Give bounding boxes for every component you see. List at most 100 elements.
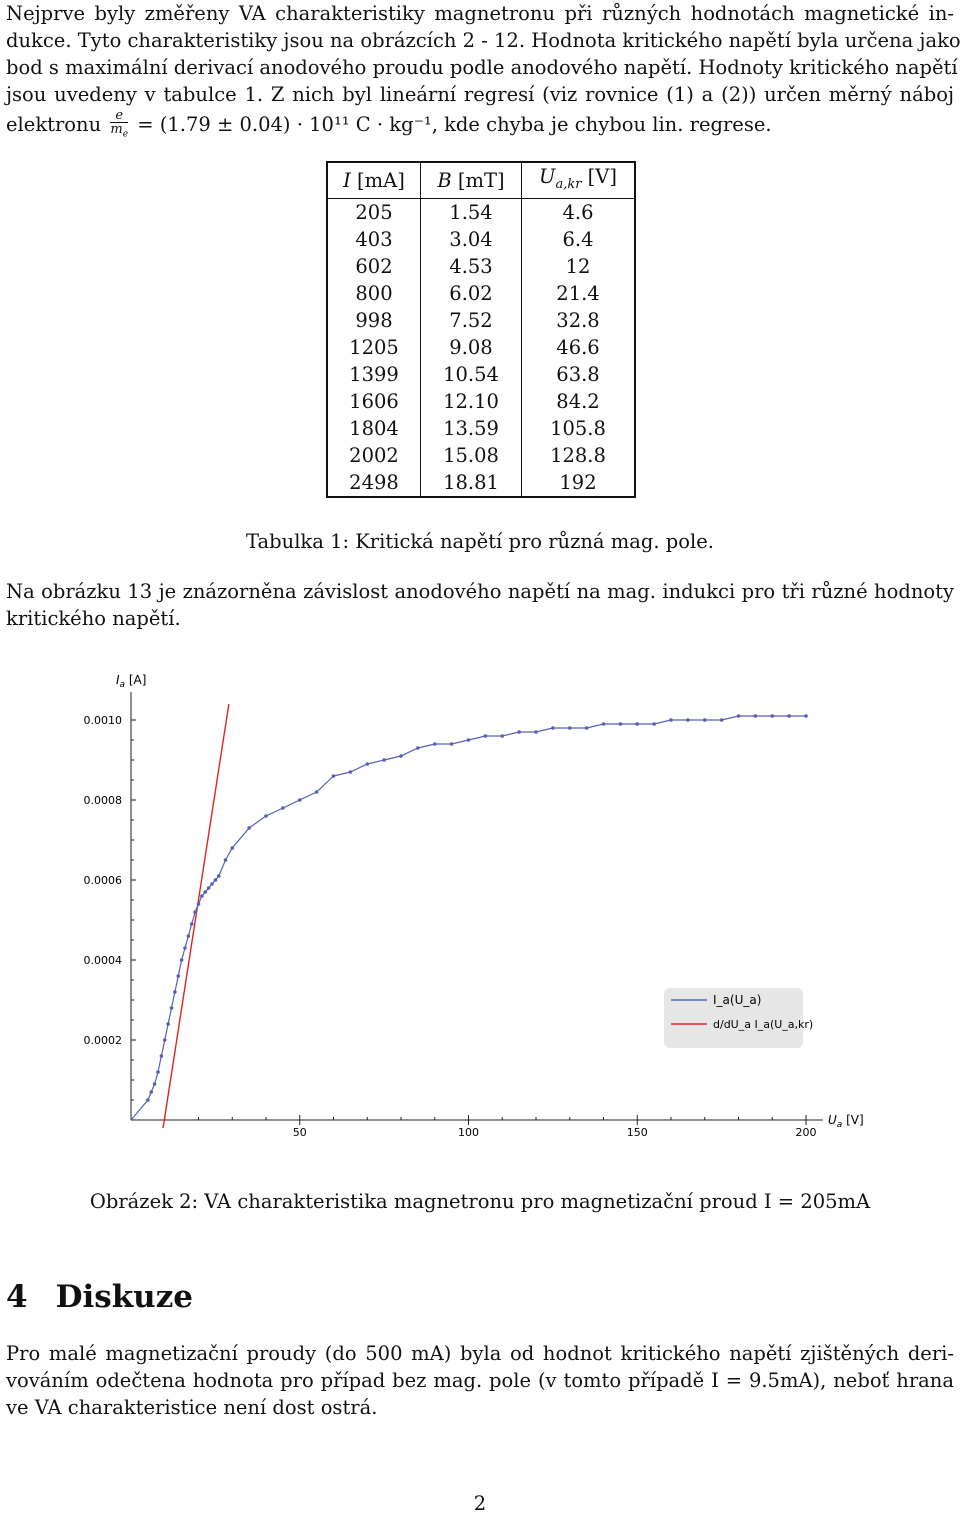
table-cell: 32.8 <box>556 308 600 332</box>
data-point <box>601 722 606 726</box>
data-point <box>331 774 336 778</box>
section-number: 4 <box>6 1279 28 1315</box>
data-point <box>159 1054 164 1058</box>
figure-caption: Obrázek 2: VA charakteristika magnetronu… <box>89 1190 871 1213</box>
figure-reference-paragraph: Na obrázku 13 je znázorněna závislost an… <box>6 578 954 632</box>
x-tick-label: 200 <box>796 1126 817 1139</box>
header-critical-voltage: Ua,kr [V] <box>521 162 635 199</box>
section-title: Diskuze <box>55 1279 194 1315</box>
data-point <box>210 882 214 886</box>
y-tick-label: 0.0006 <box>84 874 123 887</box>
intro-line: Nejprve byly změřeny VA charakteristiky … <box>6 2 954 25</box>
data-point <box>179 958 184 962</box>
data-point <box>146 1098 150 1102</box>
table-cell: 403 <box>327 225 421 253</box>
section-heading: 4 Diskuze <box>6 1279 193 1315</box>
intro-last-suffix: = (1.79 ± 0.04) · 10¹¹ C · kg⁻¹, kde chy… <box>137 112 772 136</box>
data-point <box>189 922 194 926</box>
table-cell: 13.59 <box>420 414 522 442</box>
table-row: 1606 12.10 84.2 <box>327 387 635 415</box>
fraction-numerator: e <box>110 109 129 123</box>
data-point <box>500 734 505 738</box>
legend-tangent-label: d/dU_a I_a(U_a,kr) <box>713 1018 813 1031</box>
tangent-line <box>162 703 230 1129</box>
x-tick-label: 150 <box>627 1126 648 1139</box>
data-point <box>483 734 488 738</box>
data-point <box>186 934 191 938</box>
data-point <box>466 738 471 742</box>
data-point <box>753 714 758 718</box>
table-cell: 10.54 <box>420 360 522 388</box>
data-point <box>196 902 201 906</box>
table-row: 1804 13.59 105.8 <box>327 414 635 442</box>
header-current: I [mA] <box>327 162 421 199</box>
data-point <box>169 1006 174 1010</box>
intro-last-prefix: elektronu <box>6 112 102 136</box>
table-cell: 205 <box>327 198 421 226</box>
specific-charge-fraction: e me <box>110 109 129 142</box>
chart-legend: I_a(U_a) d/dU_a I_a(U_a,kr) <box>664 988 813 1048</box>
intro-last-line: elektronu e me = (1.79 ± 0.04) · 10¹¹ C … <box>6 109 954 142</box>
data-point <box>669 718 673 722</box>
data-point <box>247 826 251 830</box>
table-cell: 1399 <box>327 360 421 388</box>
discussion-line: ve VA charakteristice není dost ostrá. <box>6 1396 378 1419</box>
table-cell: 1.54 <box>420 198 522 226</box>
paragraph-line: kritického napětí. <box>6 607 181 630</box>
data-point <box>176 974 181 978</box>
table-cell: 21.4 <box>556 281 600 305</box>
data-point <box>449 742 454 746</box>
table-body: 205 1.54 4.6 403 3.04 6.4 602 4.53 12 800 6.02 21.4… <box>327 198 635 497</box>
y-tick-label: 0.0002 <box>84 1034 123 1047</box>
data-point <box>149 1090 154 1094</box>
table-cell: 4.53 <box>420 252 522 280</box>
series-layer <box>130 714 808 1121</box>
data-point <box>770 714 775 718</box>
intro-line: bod s maximální derivací anodového proud… <box>6 56 958 79</box>
tangent-layer <box>162 703 230 1129</box>
intro-line: dukce. Tyto charakteristiky jsou na obrá… <box>6 29 960 52</box>
data-point <box>213 878 218 882</box>
data-point <box>230 846 235 850</box>
table-row: 1205 9.08 46.6 <box>327 333 635 361</box>
intro-line: jsou uvedeny v tabulce 1. Z nich byl lin… <box>6 83 954 106</box>
table-cell: 602 <box>327 252 421 280</box>
data-point <box>200 894 204 898</box>
data-point <box>686 718 690 722</box>
data-point <box>193 910 197 914</box>
table-cell: 1205 <box>327 333 421 361</box>
data-point <box>702 718 707 722</box>
data-point <box>162 1038 167 1042</box>
data-point <box>348 770 353 774</box>
data-point <box>156 1070 160 1074</box>
page-number: 2 <box>473 1492 487 1515</box>
fraction-denominator-symbol: m <box>110 122 123 137</box>
legend-series-label: I_a(U_a) <box>713 993 761 1007</box>
chart-axes: 50 100 150 200 0.0002 0.0004 0.0006 0.0008 0.001… <box>84 673 864 1139</box>
table-cell: 6.4 <box>562 227 594 251</box>
data-point <box>584 726 589 730</box>
data-point <box>281 806 285 810</box>
fraction-denominator: me <box>110 123 128 142</box>
data-point <box>736 714 741 718</box>
y-tick-label: 0.0010 <box>84 714 123 727</box>
fraction-denominator-subscript: e <box>122 129 129 140</box>
table-cell: 18.81 <box>420 468 522 497</box>
x-axis-label: Ua [V] <box>828 1113 864 1130</box>
x-tick-label: 50 <box>293 1126 307 1139</box>
y-tick-label: 0.0008 <box>84 794 123 807</box>
data-point <box>264 814 268 818</box>
table-header-row: I [mA] B [mT] Ua,kr [V] <box>327 162 635 199</box>
table-cell: 2498 <box>327 468 421 497</box>
table-cell: 998 <box>327 306 421 334</box>
data-point <box>382 758 386 762</box>
data-point <box>618 722 623 726</box>
discussion-paragraph: Pro malé magnetizační proudy (do 500 mA)… <box>6 1340 954 1421</box>
table-row: 800 6.02 21.4 <box>327 279 635 307</box>
table-cell: 6.02 <box>420 279 522 307</box>
table-cell: 2002 <box>327 441 421 469</box>
data-point <box>223 858 228 862</box>
table-row: 2498 18.81 192 <box>327 468 635 497</box>
table-cell: 15.08 <box>420 441 522 469</box>
data-point <box>399 754 403 758</box>
